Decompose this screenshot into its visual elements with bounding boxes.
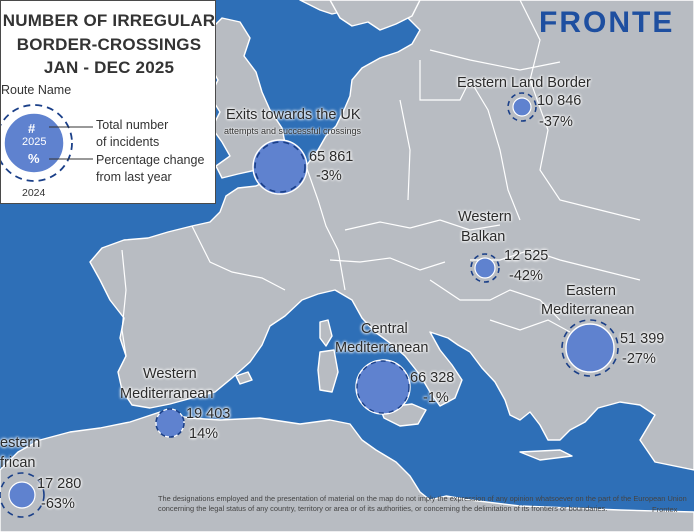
legend-hash-symbol: # bbox=[28, 121, 36, 136]
legend-year-current: 2025 bbox=[22, 136, 47, 148]
legend-route-name: Route Name bbox=[1, 83, 72, 97]
route-name-central-med-1: Central bbox=[361, 321, 408, 337]
legend-symbol bbox=[1, 104, 93, 182]
border-central bbox=[344, 219, 501, 231]
route-change-central-med: -1% bbox=[423, 390, 449, 406]
legend-year-previous: 2024 bbox=[22, 187, 46, 199]
route-total-eastern-med: 51 399 bbox=[620, 331, 665, 347]
land-balearics bbox=[235, 371, 253, 385]
route-change-eastern-land-border: -37% bbox=[539, 114, 573, 130]
land-britain bbox=[207, 17, 287, 179]
land-scandinavia bbox=[329, 0, 421, 31]
legend-pct-symbol: % bbox=[28, 151, 40, 166]
border-east bbox=[519, 0, 641, 221]
route-change-western-balkan: -42% bbox=[509, 268, 543, 284]
border-pl-east bbox=[469, 79, 521, 221]
route-name-western-african-1: estern bbox=[0, 435, 41, 451]
land-sardinia bbox=[317, 349, 339, 393]
frontex-logo: FRONTE bbox=[539, 6, 675, 39]
legend-box: NUMBER OF IRREGULAR BORDER-CROSSINGS JAN… bbox=[0, 0, 216, 204]
disclaimer-text: The designations employed and the presen… bbox=[158, 494, 687, 513]
legend-pct-label-1: Percentage change bbox=[96, 153, 205, 167]
legend-title-line-1: NUMBER OF IRREGULAR bbox=[2, 11, 216, 30]
marker-western-mediterranean bbox=[155, 408, 185, 438]
route-name-western-balkan-2: Balkan bbox=[461, 229, 506, 245]
land-crete bbox=[519, 449, 573, 461]
route-change-eastern-med: -27% bbox=[622, 351, 656, 367]
legend-circle-2025 bbox=[3, 112, 65, 174]
route-subtitle-exits-uk: attempts and successful crossings bbox=[224, 126, 362, 136]
border-fr-de bbox=[305, 165, 346, 291]
legend-pct-label-2: from last year bbox=[96, 170, 172, 184]
route-change-western-african: -63% bbox=[41, 496, 75, 512]
land-corsica bbox=[319, 319, 333, 347]
route-name-eastern-land-border: Eastern Land Border bbox=[457, 75, 591, 91]
border-greece bbox=[489, 319, 571, 333]
route-name-western-african-2: frican bbox=[0, 455, 36, 471]
route-name-western-balkan-1: Western bbox=[458, 209, 512, 225]
route-change-western-med: 14% bbox=[189, 426, 219, 442]
route-total-western-med: 19 403 bbox=[186, 406, 231, 422]
route-total-eastern-land-border: 10 846 bbox=[537, 93, 582, 109]
border-alps bbox=[329, 257, 446, 271]
land-africa bbox=[0, 411, 694, 532]
marker-western-balkan bbox=[470, 253, 500, 283]
source-credit: Frontex bbox=[652, 505, 678, 514]
legend-title-line-2: BORDER-CROSSINGS bbox=[16, 35, 202, 54]
route-name-eastern-med-1: Eastern bbox=[566, 283, 616, 299]
marker-eastern-land-border bbox=[507, 92, 537, 122]
route-total-western-african: 17 280 bbox=[37, 476, 82, 492]
route-total-central-med: 66 328 bbox=[410, 370, 455, 386]
route-name-exits-uk: Exits towards the UK bbox=[226, 107, 361, 123]
route-change-exits-uk: -3% bbox=[316, 168, 342, 184]
legend-total-label-2: of incidents bbox=[96, 135, 160, 149]
legend-total-label-1: Total number bbox=[96, 118, 169, 132]
route-name-western-med-1: Western bbox=[143, 366, 197, 382]
border-baltics bbox=[429, 49, 561, 71]
border-balkans bbox=[429, 279, 561, 321]
route-name-western-med-2: Mediterranean bbox=[120, 386, 214, 402]
border-north bbox=[419, 60, 471, 101]
border-balkans2 bbox=[470, 249, 641, 281]
route-total-western-balkan: 12 525 bbox=[504, 248, 549, 264]
legend-title-line-3: JAN - DEC 2025 bbox=[43, 58, 175, 77]
marker-exits-uk bbox=[252, 139, 308, 195]
route-name-eastern-med-2: Mediterranean bbox=[541, 302, 635, 318]
route-name-central-med-2: Mediterranean bbox=[335, 340, 429, 356]
border-fr-es bbox=[191, 225, 286, 291]
legend-circle-2024 bbox=[1, 104, 73, 182]
route-total-exits-uk: 65 861 bbox=[309, 149, 354, 165]
border-es-pt bbox=[121, 249, 127, 357]
border-de-pl bbox=[399, 99, 411, 201]
marker-central-mediterranean bbox=[355, 359, 411, 415]
marker-eastern-mediterranean bbox=[561, 319, 619, 377]
marker-western-african bbox=[0, 472, 45, 518]
